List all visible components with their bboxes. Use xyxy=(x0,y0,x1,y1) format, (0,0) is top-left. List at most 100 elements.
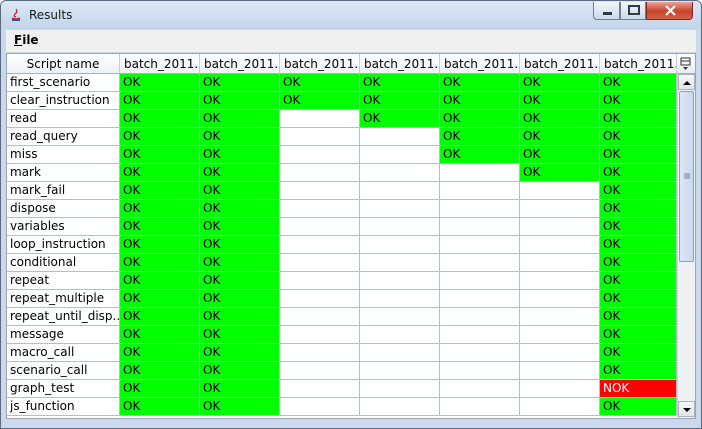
result-cell-empty[interactable] xyxy=(280,128,360,146)
result-cell-empty[interactable] xyxy=(360,290,440,308)
result-cell[interactable]: OK xyxy=(200,344,280,362)
scroll-thumb[interactable] xyxy=(679,91,694,262)
result-cell[interactable]: OK xyxy=(120,380,200,398)
result-cell[interactable]: OK xyxy=(120,290,200,308)
result-cell[interactable]: OK xyxy=(120,218,200,236)
result-cell[interactable]: OK xyxy=(520,92,600,110)
result-cell-empty[interactable] xyxy=(520,200,600,218)
result-cell-empty[interactable] xyxy=(440,236,520,254)
result-cell-empty[interactable] xyxy=(280,290,360,308)
result-cell-empty[interactable] xyxy=(520,344,600,362)
result-cell-empty[interactable] xyxy=(520,290,600,308)
result-cell[interactable]: OK xyxy=(600,164,677,182)
table-row[interactable]: graph_test OK OK NOK xyxy=(7,380,677,398)
script-name-cell[interactable]: first_scenario xyxy=(7,74,120,92)
result-cell[interactable]: OK xyxy=(440,110,520,128)
result-cell[interactable]: OK xyxy=(600,254,677,272)
script-name-cell[interactable]: read_query xyxy=(7,128,120,146)
result-cell-empty[interactable] xyxy=(280,110,360,128)
result-cell[interactable]: OK xyxy=(200,182,280,200)
table-row[interactable]: macro_call OK OK OK xyxy=(7,344,677,362)
result-cell-empty[interactable] xyxy=(280,218,360,236)
table-row[interactable]: repeat OK OK OK xyxy=(7,272,677,290)
result-cell[interactable]: OK xyxy=(200,308,280,326)
result-cell-empty[interactable] xyxy=(440,272,520,290)
script-name-cell[interactable]: mark xyxy=(7,164,120,182)
result-cell-empty[interactable] xyxy=(520,182,600,200)
result-cell[interactable]: OK xyxy=(600,290,677,308)
result-cell[interactable]: OK xyxy=(200,128,280,146)
result-cell[interactable]: OK xyxy=(600,146,677,164)
script-name-cell[interactable]: mark_fail xyxy=(7,182,120,200)
result-cell-empty[interactable] xyxy=(520,398,600,416)
result-cell-empty[interactable] xyxy=(440,254,520,272)
result-cell-empty[interactable] xyxy=(360,380,440,398)
result-cell[interactable]: OK xyxy=(200,146,280,164)
result-cell[interactable]: OK xyxy=(360,92,440,110)
result-cell[interactable]: OK xyxy=(600,182,677,200)
column-header-batch[interactable]: batch_2011... xyxy=(360,54,440,74)
result-cell[interactable]: OK xyxy=(600,362,677,380)
script-name-cell[interactable]: conditional xyxy=(7,254,120,272)
table-row[interactable]: read_query OK OK OK OK OK xyxy=(7,128,677,146)
table-row[interactable]: mark OK OK OK OK xyxy=(7,164,677,182)
result-cell[interactable]: OK xyxy=(120,362,200,380)
maximize-button[interactable] xyxy=(620,2,646,20)
result-cell-empty[interactable] xyxy=(360,200,440,218)
result-cell-empty[interactable] xyxy=(520,380,600,398)
result-cell-empty[interactable] xyxy=(360,146,440,164)
result-cell-empty[interactable] xyxy=(440,182,520,200)
result-cell[interactable]: OK xyxy=(120,164,200,182)
result-cell[interactable]: OK xyxy=(600,128,677,146)
result-cell[interactable]: OK xyxy=(600,272,677,290)
result-cell-empty[interactable] xyxy=(280,164,360,182)
result-cell-empty[interactable] xyxy=(280,398,360,416)
column-header-batch[interactable]: batch_2011... xyxy=(280,54,360,74)
result-cell[interactable]: OK xyxy=(200,326,280,344)
result-cell[interactable]: OK xyxy=(520,146,600,164)
table-row[interactable]: dispose OK OK OK xyxy=(7,200,677,218)
script-name-cell[interactable]: macro_call xyxy=(7,344,120,362)
scroll-down-button[interactable] xyxy=(678,401,695,417)
column-header-batch[interactable]: batch_2011... xyxy=(440,54,520,74)
result-cell[interactable]: OK xyxy=(120,344,200,362)
result-cell[interactable]: OK xyxy=(600,218,677,236)
result-cell-empty[interactable] xyxy=(280,308,360,326)
script-name-cell[interactable]: clear_instruction xyxy=(7,92,120,110)
result-cell-empty[interactable] xyxy=(440,308,520,326)
result-cell[interactable]: OK xyxy=(120,146,200,164)
result-cell-empty[interactable] xyxy=(280,200,360,218)
table-row[interactable]: repeat_until_disp... OK OK OK xyxy=(7,308,677,326)
result-cell-empty[interactable] xyxy=(520,326,600,344)
result-cell-empty[interactable] xyxy=(520,362,600,380)
table-row[interactable]: repeat_multiple OK OK OK xyxy=(7,290,677,308)
result-cell[interactable]: OK xyxy=(600,110,677,128)
result-cell-empty[interactable] xyxy=(360,344,440,362)
result-cell[interactable]: OK xyxy=(600,236,677,254)
table-row[interactable]: read OK OK OK OK OK OK xyxy=(7,110,677,128)
result-cell[interactable]: OK xyxy=(200,74,280,92)
result-cell-empty[interactable] xyxy=(360,272,440,290)
result-cell-empty[interactable] xyxy=(280,254,360,272)
result-cell[interactable]: OK xyxy=(120,74,200,92)
result-cell-empty[interactable] xyxy=(440,200,520,218)
result-cell-empty[interactable] xyxy=(280,146,360,164)
minimize-button[interactable] xyxy=(593,2,620,20)
result-cell[interactable]: OK xyxy=(200,290,280,308)
result-cell[interactable]: OK xyxy=(120,308,200,326)
result-cell-empty[interactable] xyxy=(440,380,520,398)
result-cell-empty[interactable] xyxy=(360,326,440,344)
menu-file[interactable]: File xyxy=(14,33,39,47)
result-cell-empty[interactable] xyxy=(360,362,440,380)
result-cell[interactable]: OK xyxy=(120,398,200,416)
result-cell[interactable]: OK xyxy=(440,128,520,146)
result-cell[interactable]: OK xyxy=(200,200,280,218)
table-row[interactable]: scenario_call OK OK OK xyxy=(7,362,677,380)
result-cell-empty[interactable] xyxy=(280,236,360,254)
result-cell[interactable]: OK xyxy=(200,272,280,290)
result-cell[interactable]: NOK xyxy=(600,380,677,398)
result-cell[interactable]: OK xyxy=(200,236,280,254)
script-name-cell[interactable]: repeat xyxy=(7,272,120,290)
result-cell[interactable]: OK xyxy=(200,110,280,128)
result-cell-empty[interactable] xyxy=(520,272,600,290)
